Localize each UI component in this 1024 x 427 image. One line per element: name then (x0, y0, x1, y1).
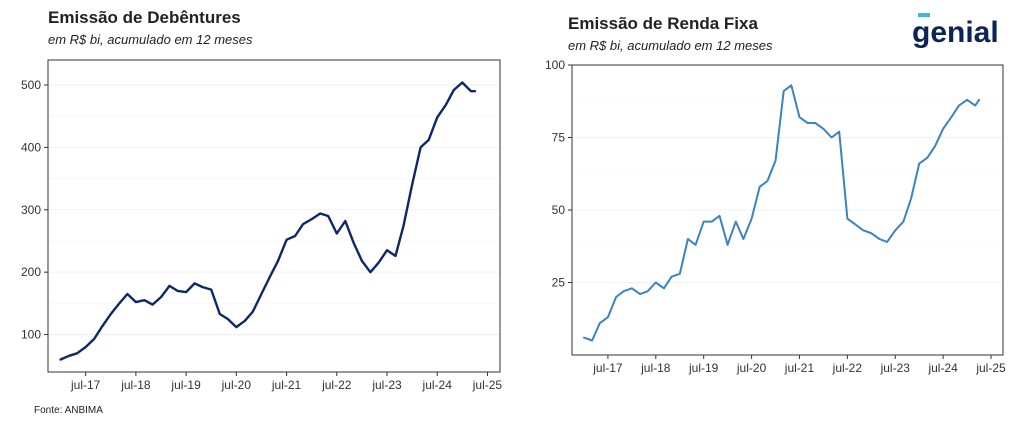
source-note: Fonte: ANBIMA (34, 405, 103, 416)
y-tick-label: 200 (21, 265, 41, 279)
x-tick-label: jul-21 (271, 378, 302, 392)
genial-logo: genial (910, 10, 1010, 53)
x-tick-label: jul-19 (688, 361, 719, 375)
x-tick-label: jul-18 (640, 361, 671, 375)
y-tick-label: 400 (21, 140, 41, 154)
chart-subtitle-renda-fixa: em R$ bi, acumulado em 12 meses (568, 38, 772, 53)
x-tick-label: jul-25 (472, 378, 503, 392)
y-tick-label: 100 (21, 328, 41, 342)
chart-title-debentures: Emissão de Debêntures (48, 8, 241, 28)
plot-frame (48, 60, 500, 372)
x-tick-label: jul-18 (120, 378, 151, 392)
x-tick-label: jul-24 (422, 378, 453, 392)
chart-subtitle-debentures: em R$ bi, acumulado em 12 meses (48, 32, 252, 47)
y-tick-label: 100 (545, 58, 565, 72)
renda-fixa-chart: 25 50 75 100 jul-17 jul-18 jul-19 jul-20 jul-21 j… (512, 55, 1024, 400)
y-tick-label: 500 (21, 78, 41, 92)
x-tick-label: jul-21 (784, 361, 815, 375)
y-tick-label: 25 (552, 276, 566, 290)
y-tick-label: 75 (552, 131, 566, 145)
genial-logo-text: genial (912, 16, 999, 48)
genial-logo-mark: genial (910, 10, 1010, 48)
x-tick-label: jul-23 (371, 378, 402, 392)
x-tick-label: jul-20 (221, 378, 252, 392)
x-tick-label: jul-22 (321, 378, 352, 392)
x-tick-label: jul-17 (70, 378, 101, 392)
debentures-series-line (61, 83, 475, 360)
x-tick-label: jul-19 (170, 378, 201, 392)
renda-fixa-series-line (584, 85, 979, 340)
x-tick-label: jul-25 (975, 361, 1006, 375)
debentures-chart: 100 200 300 400 500 jul-17 jul-18 jul-19 jul-20 j… (0, 50, 512, 400)
x-tick-label: jul-22 (832, 361, 863, 375)
x-tick-label: jul-24 (927, 361, 958, 375)
y-tick-label: 50 (552, 203, 566, 217)
x-tick-label: jul-23 (880, 361, 911, 375)
y-tick-label: 300 (21, 203, 41, 217)
x-tick-label: jul-17 (592, 361, 623, 375)
x-tick-label: jul-20 (736, 361, 767, 375)
chart-title-renda-fixa: Emissão de Renda Fixa (568, 14, 758, 34)
